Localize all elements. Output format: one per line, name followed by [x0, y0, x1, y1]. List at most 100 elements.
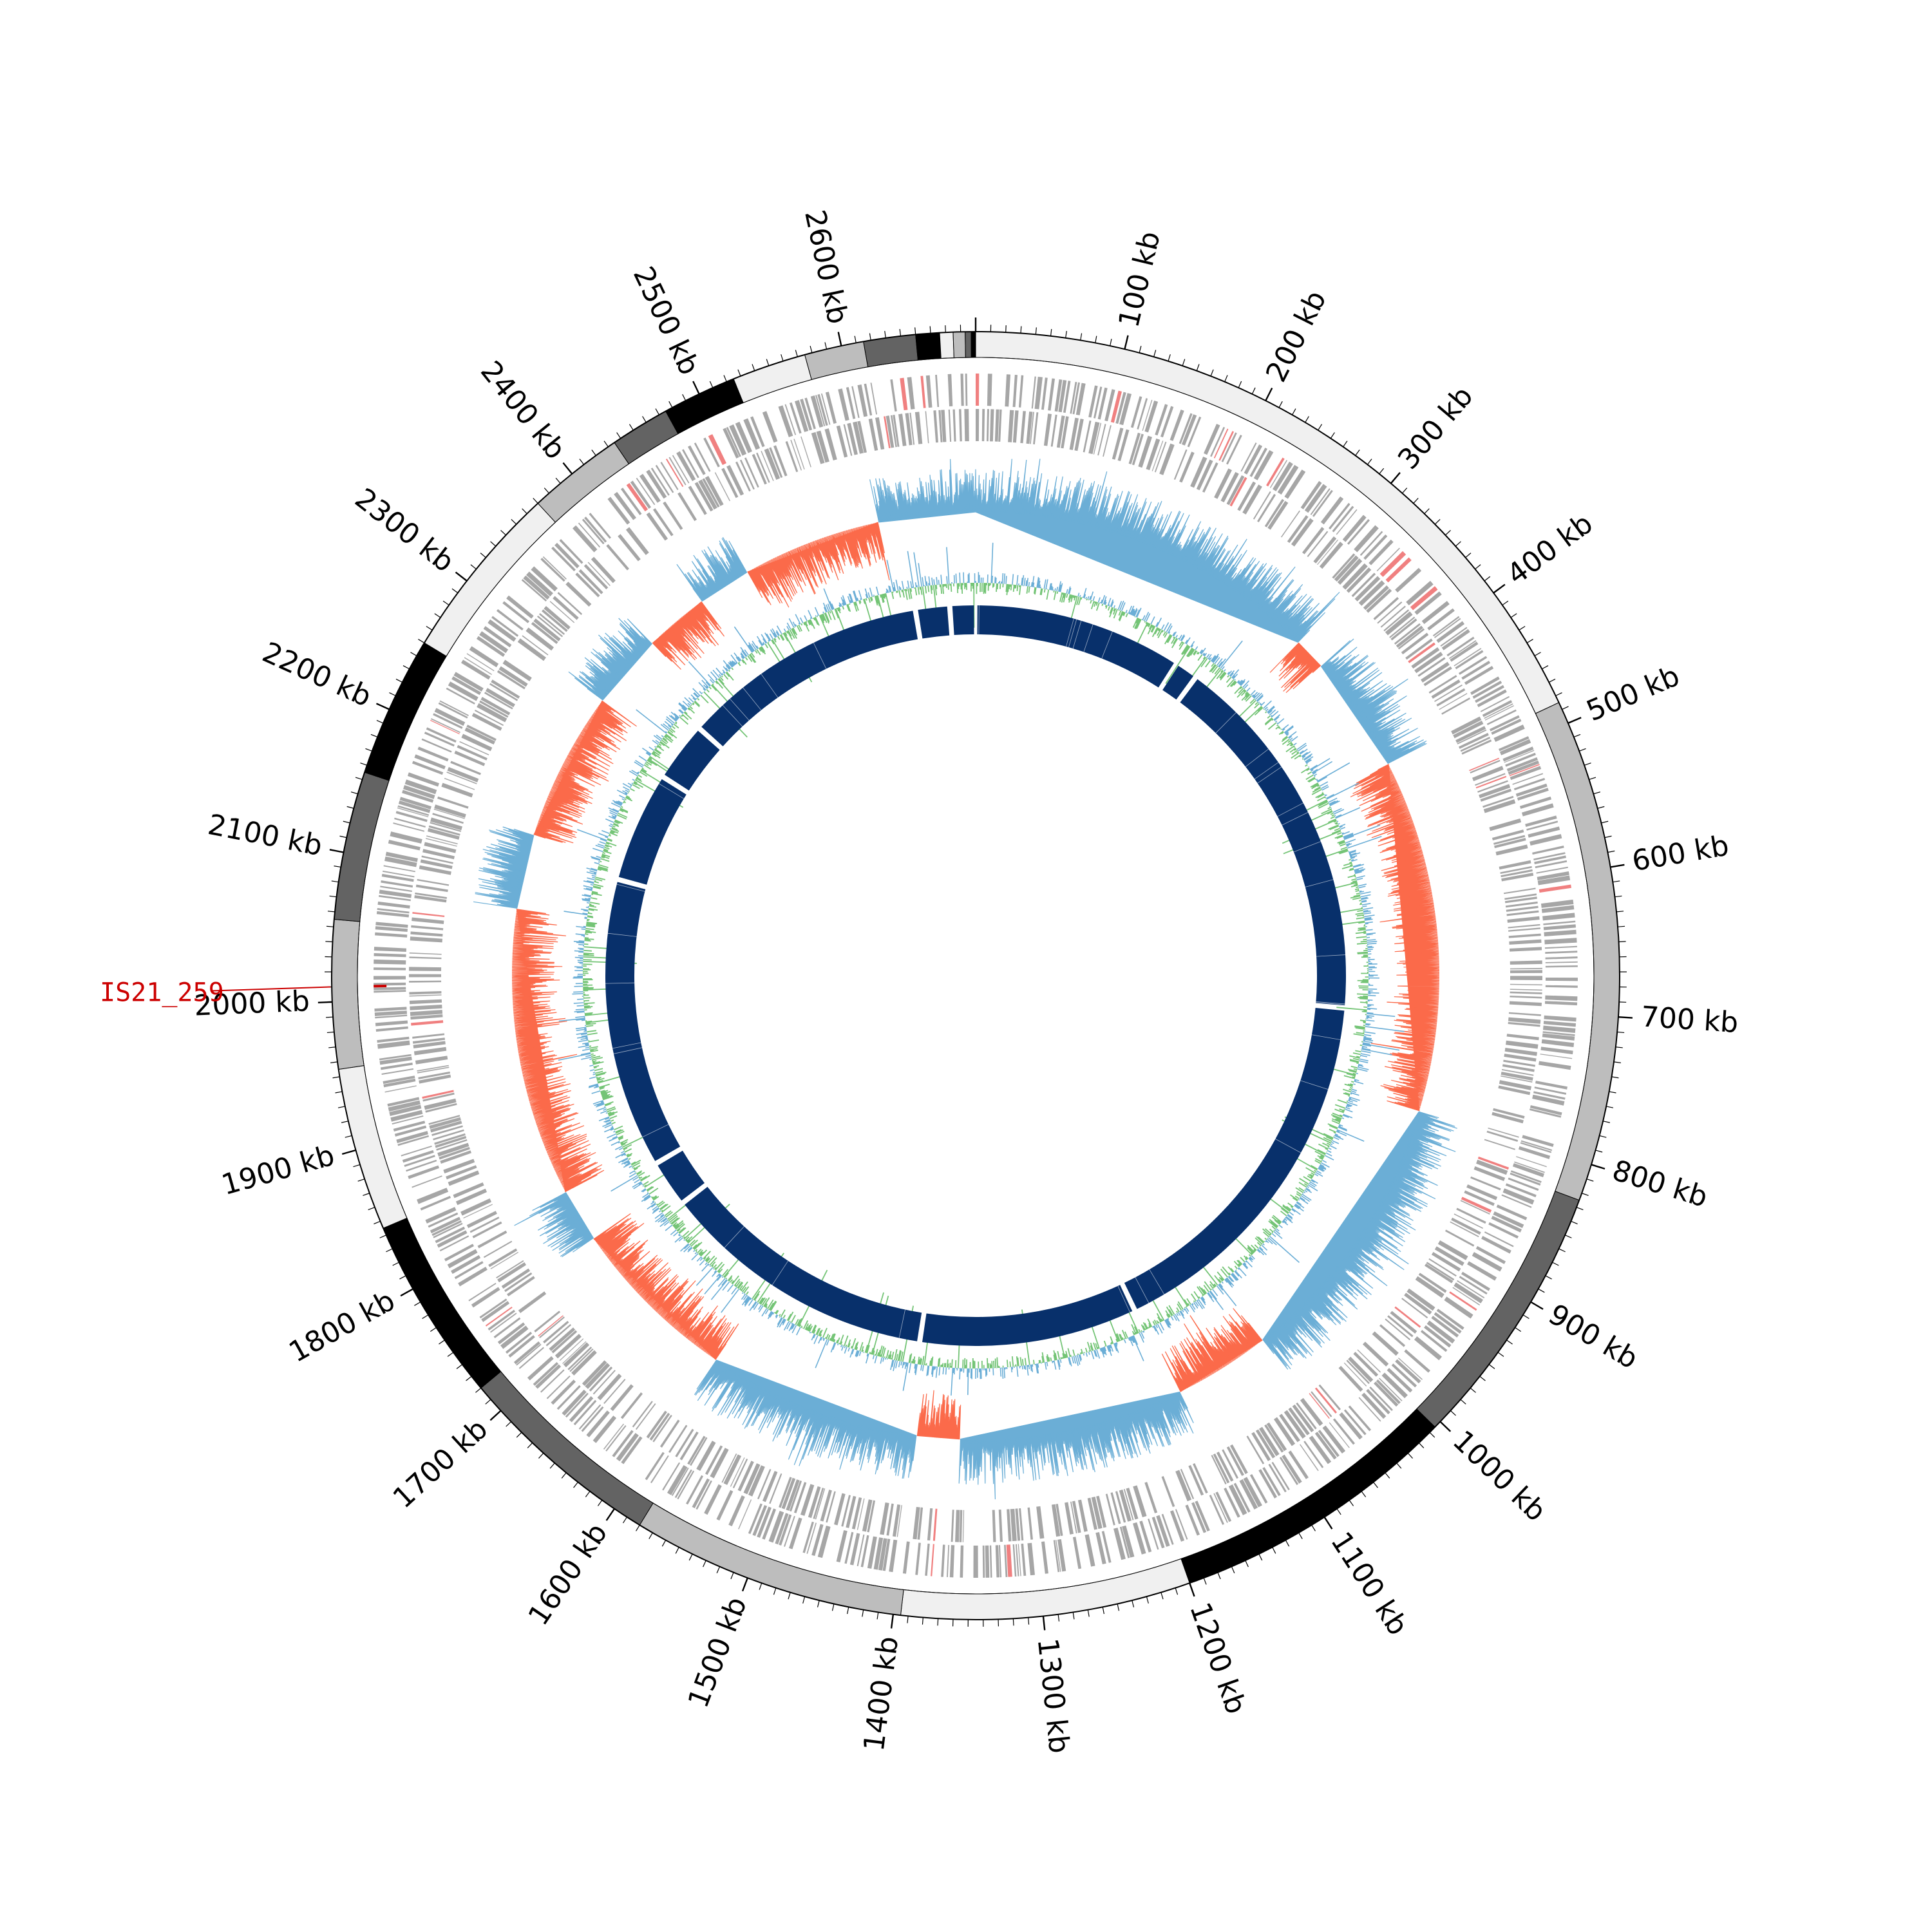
gene-feature — [448, 681, 478, 701]
gene-feature — [1516, 1156, 1547, 1168]
gene-feature — [909, 412, 915, 445]
gene-feature — [417, 1188, 449, 1204]
minor-tick — [331, 880, 339, 883]
minor-tick — [1139, 346, 1142, 353]
gene-feature — [905, 413, 913, 446]
gene-feature — [992, 1510, 996, 1542]
gene-feature — [1105, 1493, 1115, 1526]
gene-feature — [446, 772, 477, 784]
gene-feature — [1249, 1473, 1268, 1504]
gene-feature — [1204, 424, 1220, 455]
gene-feature — [998, 409, 1002, 442]
gene-feature — [1411, 647, 1440, 669]
gene-feature — [464, 727, 495, 745]
gene-feature — [1540, 1046, 1573, 1055]
gene-feature — [987, 409, 989, 442]
gene-feature — [549, 601, 575, 623]
gene-feature — [1309, 1393, 1330, 1419]
gene-feature — [451, 1255, 481, 1274]
similarity-gap-line — [1215, 712, 1236, 734]
similarity-block — [685, 1186, 922, 1341]
gene-feature — [374, 967, 406, 971]
gene-feature — [800, 436, 811, 468]
gene-feature — [1470, 1176, 1501, 1191]
similarity-block — [701, 611, 918, 746]
similarity-gap-line — [1083, 624, 1094, 652]
gene-feature — [935, 374, 940, 408]
gene-feature — [565, 582, 592, 607]
gene-feature — [1377, 601, 1403, 624]
gene-feature — [411, 925, 444, 931]
gene-feature — [1457, 729, 1487, 744]
gene-feature — [886, 1503, 894, 1536]
minor-tick — [1545, 1275, 1552, 1280]
gene-feature — [1302, 527, 1325, 554]
minor-tick — [1552, 1262, 1559, 1266]
gene-feature — [402, 790, 434, 803]
minor-tick — [759, 1582, 762, 1590]
contig-band — [733, 354, 812, 404]
gene-feature — [1300, 1397, 1323, 1426]
gene-feature — [1537, 871, 1569, 880]
gene-feature — [1505, 752, 1536, 767]
contig-band — [965, 331, 972, 358]
gene-feature — [1251, 1432, 1271, 1461]
gene-feature — [1436, 621, 1465, 643]
gene-feature — [714, 472, 730, 502]
gene-feature — [752, 453, 767, 485]
gene-feature — [1461, 660, 1491, 680]
gene-feature — [1348, 1356, 1374, 1383]
gene-feature — [769, 447, 783, 478]
gene-feature — [1156, 1515, 1170, 1547]
tick-label: 2100 kb — [205, 808, 325, 862]
gene-feature — [1311, 1391, 1332, 1417]
gene-feature — [834, 1493, 846, 1526]
gene-feature — [1020, 411, 1026, 444]
gene-feature — [1342, 515, 1367, 542]
gene-feature — [1514, 1161, 1545, 1173]
gene-feature — [1253, 491, 1271, 520]
gene-feature — [748, 1465, 765, 1497]
gene-feature — [539, 1316, 565, 1338]
gene-feature — [1287, 515, 1309, 544]
gene-feature — [1519, 796, 1552, 810]
gene-feature — [460, 1198, 492, 1216]
minor-tick — [1424, 508, 1430, 515]
gene-feature — [553, 596, 579, 620]
gene-feature — [500, 1325, 529, 1349]
gene-feature — [808, 1486, 821, 1519]
gene-feature — [397, 807, 429, 818]
gene-feature — [424, 1098, 457, 1110]
minor-tick — [1613, 880, 1620, 883]
minor-tick — [752, 364, 755, 371]
gene-feature — [389, 1104, 422, 1116]
gene-feature — [1502, 1064, 1535, 1072]
gene-feature — [618, 534, 641, 562]
gene-feature — [410, 931, 443, 937]
minor-tick — [561, 1472, 567, 1479]
gene-feature — [1117, 429, 1130, 462]
gene-feature — [375, 1020, 408, 1027]
gene-feature — [1458, 733, 1489, 749]
gene-feature — [507, 1276, 535, 1296]
gene-feature — [1112, 428, 1124, 460]
gene-feature — [1436, 1309, 1464, 1330]
gene-feature — [429, 1117, 461, 1129]
gene-feature — [589, 513, 611, 539]
gene-feature — [562, 1389, 587, 1416]
gene-feature — [960, 1545, 964, 1578]
gene-feature — [1104, 389, 1115, 422]
gene-feature — [1012, 374, 1018, 408]
minor-tick — [1502, 600, 1509, 606]
gene-feature — [1123, 1489, 1134, 1520]
gene-feature — [1504, 750, 1535, 763]
similarity-block — [922, 1285, 1133, 1346]
similarity-gap-line — [1135, 1277, 1150, 1303]
gene-feature — [497, 670, 526, 690]
minor-tick — [1251, 387, 1256, 395]
gene-feature — [1472, 766, 1504, 782]
gene-feature — [1329, 502, 1350, 530]
gene-feature — [483, 1240, 513, 1258]
gene-feature — [575, 573, 600, 598]
gene-feature — [1480, 696, 1510, 712]
